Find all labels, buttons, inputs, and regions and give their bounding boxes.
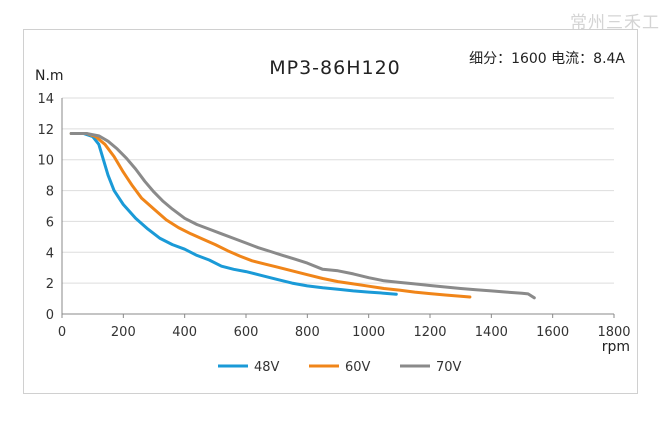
x-tick-labels: 0 200 400 600 800 1000 1200 1400 1600 1800 — [58, 325, 631, 340]
x-tick-label: 1400 — [475, 325, 508, 340]
x-tick-label: 600 — [234, 325, 259, 340]
y-axis-label: N.m — [35, 68, 64, 84]
legend-label-70V: 70V — [436, 360, 462, 375]
legend-label-48V: 48V — [254, 360, 280, 375]
y-tick-label: 4 — [46, 246, 54, 261]
legend: 48V 60V 70V — [218, 360, 462, 375]
x-axis-label: rpm — [602, 339, 630, 355]
axes — [61, 98, 615, 318]
series-line-48V — [69, 132, 398, 296]
y-tick-labels: 0 2 4 6 8 10 12 14 — [37, 92, 54, 323]
y-tick-label: 14 — [37, 92, 54, 107]
watermark-text: 常州三禾工 — [570, 13, 660, 33]
chart-frame — [23, 29, 638, 394]
x-tick-label: 1000 — [352, 325, 385, 340]
y-tick-label: 0 — [46, 308, 54, 323]
legend-label-60V: 60V — [345, 360, 371, 375]
x-tick-label: 1200 — [413, 325, 446, 340]
series-line-60V — [69, 132, 472, 299]
series-lines — [69, 132, 536, 300]
y-tick-label: 2 — [46, 277, 54, 292]
y-tick-label: 8 — [46, 185, 54, 200]
y-tick-label: 10 — [37, 154, 54, 169]
x-tick-label: 0 — [58, 325, 66, 340]
chart-title: MP3-86H120 — [269, 57, 401, 79]
x-tick-label: 1600 — [536, 325, 569, 340]
series-line-70V — [69, 132, 536, 300]
y-tick-label: 12 — [37, 123, 54, 138]
x-tick-label: 400 — [172, 325, 197, 340]
y-tick-label: 6 — [46, 215, 54, 230]
x-tick-label: 200 — [111, 325, 136, 340]
chart-info: 细分：1600 电流：8.4A — [469, 51, 625, 67]
x-tick-label: 1800 — [597, 325, 630, 340]
grid-lines — [62, 97, 614, 284]
x-tick-label: 800 — [295, 325, 320, 340]
